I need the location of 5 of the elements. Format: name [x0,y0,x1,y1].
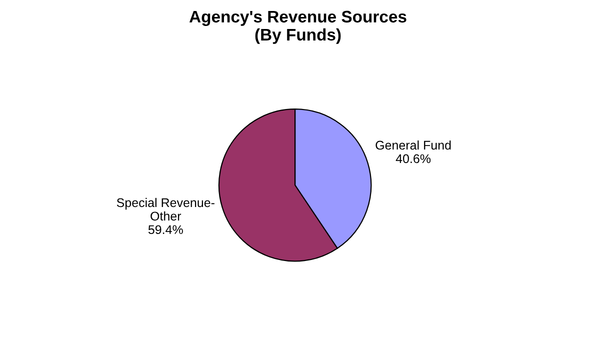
slice-label: General Fund [376,140,451,150]
chart-title: Agency's Revenue Sources (By Funds) [189,10,406,44]
slice-label: Special Revenue- Other [116,198,214,221]
data-label: 40.6% [396,154,431,164]
data-label: 59.4% [148,225,183,234]
